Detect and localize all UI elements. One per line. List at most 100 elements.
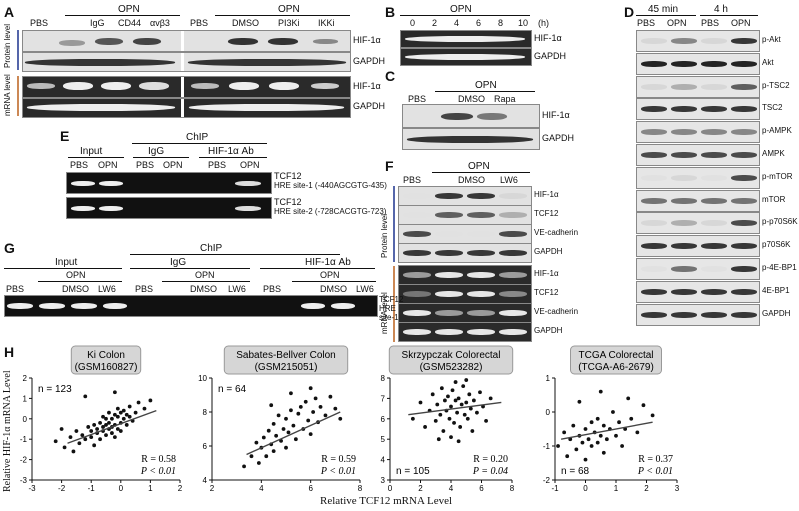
h-title-id: (GSM215051) bbox=[255, 362, 318, 373]
h-xtick-label: 2 bbox=[418, 484, 423, 493]
h-scatter-point bbox=[456, 439, 461, 444]
h-ytick-label: 0 bbox=[23, 415, 28, 424]
h-scatter-point bbox=[614, 433, 618, 438]
c-col-rapa: Rapa bbox=[494, 94, 516, 104]
h-fit-line bbox=[246, 411, 341, 456]
d-time-4h: 4 h bbox=[714, 4, 728, 15]
h-scatter-point bbox=[133, 410, 138, 415]
h-scatter-point bbox=[110, 431, 114, 435]
g-opn-2: OPN bbox=[195, 270, 215, 280]
h-scatter-point bbox=[92, 443, 97, 448]
h-scatter-point bbox=[470, 429, 475, 433]
d-blot-p70s6k bbox=[636, 235, 760, 258]
h-n-label: n = 68 bbox=[561, 466, 590, 477]
a-row-hif2: HIF-1α bbox=[353, 81, 381, 91]
f-blot-hif-1- bbox=[398, 186, 532, 206]
a-col-dmso: DMSO bbox=[232, 18, 259, 28]
a-row-gapdh1: GAPDH bbox=[353, 56, 386, 66]
h-scatter-point bbox=[449, 435, 453, 440]
h-scatter-point bbox=[256, 461, 261, 465]
g-col-pbs3: PBS bbox=[263, 284, 282, 294]
b-time-10: 10 bbox=[518, 18, 529, 28]
h-scatter-point bbox=[318, 405, 323, 409]
f-blot-hif-1- bbox=[398, 265, 532, 285]
d-col-pbs1: PBS bbox=[637, 18, 656, 28]
h-scatter-point bbox=[289, 391, 293, 396]
c-blot-gapdh bbox=[402, 128, 540, 150]
h-scatter-point bbox=[112, 435, 117, 440]
h-scatter-point bbox=[68, 435, 73, 440]
panel-a-letter: A bbox=[4, 4, 15, 20]
h-scatter-point bbox=[286, 430, 291, 435]
a-row-hif1: HIF-1α bbox=[353, 35, 381, 45]
h-scatter-point bbox=[441, 429, 446, 433]
h-p-label: P = 0.04 bbox=[472, 466, 508, 477]
h-scatter-point bbox=[450, 388, 455, 393]
h-scatter-point bbox=[410, 416, 415, 421]
g-opn-1: OPN bbox=[66, 270, 86, 280]
a-col-pbs2: PBS bbox=[190, 18, 209, 28]
h-fit-line bbox=[67, 409, 157, 444]
h-scatter-point bbox=[464, 378, 469, 382]
h-scatter-point bbox=[142, 406, 147, 411]
g-group-hif: HIF-1α Ab bbox=[305, 257, 351, 268]
h-ytick-label: -1 bbox=[543, 442, 551, 451]
h-scatter-point bbox=[308, 386, 313, 391]
h-xlabel: Relative TCF12 mRNA Level bbox=[320, 495, 453, 507]
h-xtick-label: -1 bbox=[551, 484, 559, 493]
h-title-box bbox=[70, 345, 142, 375]
h-scatter-point bbox=[601, 423, 606, 428]
d-row-label: p-mTOR bbox=[762, 171, 793, 181]
c-blot-hif bbox=[402, 104, 540, 128]
h-scatter-point bbox=[115, 427, 120, 431]
h-scatter-point bbox=[89, 429, 94, 433]
e-col-5: PBS bbox=[208, 160, 227, 170]
h-scatter-point bbox=[71, 449, 76, 454]
h-scatter-point bbox=[101, 414, 105, 419]
h-scatter-point bbox=[562, 430, 567, 435]
h-scatter-point bbox=[430, 392, 435, 397]
h-ytick-label: -3 bbox=[20, 476, 28, 485]
e-group-igg: IgG bbox=[148, 146, 165, 157]
h-scatter-point bbox=[453, 380, 458, 384]
h-xtick-label: 6 bbox=[479, 484, 484, 493]
h-scatter-point bbox=[601, 450, 606, 455]
a-col-ikki: IKKi bbox=[318, 18, 335, 28]
h-scatter-point bbox=[611, 410, 615, 414]
h-scatter-point bbox=[459, 402, 464, 407]
h-scatter-point bbox=[455, 410, 459, 415]
d-col-pbs2: PBS bbox=[701, 18, 720, 28]
b-title: OPN bbox=[450, 4, 472, 15]
f-row-label: HIF-1α bbox=[534, 269, 559, 278]
h-r-label: R = 0.20 bbox=[473, 454, 508, 465]
h-scatter-point bbox=[436, 437, 441, 442]
d-time-45: 45 min bbox=[648, 4, 679, 15]
h-ytick-label: 1 bbox=[23, 394, 28, 403]
h-scatter-point bbox=[595, 440, 600, 445]
h-scatter-point bbox=[95, 427, 100, 431]
h-scatter-point bbox=[423, 425, 427, 429]
f-row-label: GAPDH bbox=[534, 326, 563, 335]
h-scatter-point bbox=[475, 410, 479, 415]
h-r-label: R = 0.58 bbox=[141, 454, 176, 465]
h-scatter-point bbox=[311, 410, 316, 414]
d-row-label: p-AMPK bbox=[762, 126, 792, 136]
h-scatter-point bbox=[303, 399, 308, 404]
h-xtick-label: 8 bbox=[358, 484, 363, 493]
d-row-label: mTOR bbox=[762, 194, 786, 204]
h-scatter-point bbox=[641, 403, 646, 408]
h-scatter-point bbox=[586, 437, 591, 442]
h-scatter-point bbox=[98, 437, 102, 442]
h-scatter-point bbox=[284, 445, 288, 450]
f-blot-gapdh bbox=[398, 322, 532, 342]
h-scatter-point bbox=[291, 423, 296, 428]
f-blot-ve-cadherin bbox=[398, 303, 532, 323]
h-scatter-point bbox=[478, 390, 482, 395]
c-row-gapdh: GAPDH bbox=[542, 133, 575, 143]
h-r-label: R = 0.59 bbox=[321, 454, 356, 465]
h-scatter-point bbox=[115, 406, 120, 411]
h-scatter-point bbox=[471, 398, 476, 403]
e-gel-site2 bbox=[66, 197, 272, 219]
h-scatter-point bbox=[80, 433, 85, 438]
h-scatter-point bbox=[467, 392, 472, 397]
